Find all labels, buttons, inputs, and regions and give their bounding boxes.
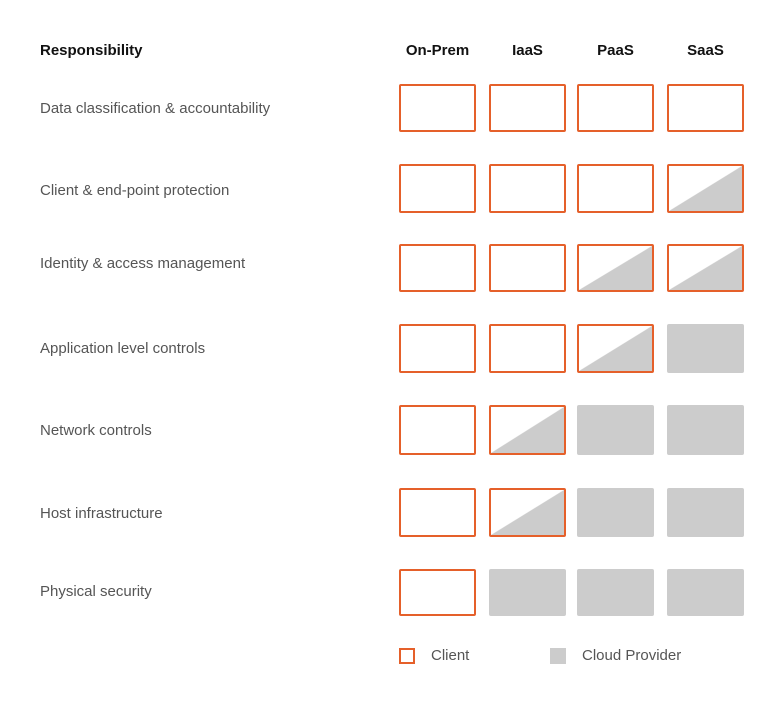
cell-iaas-client — [489, 164, 566, 213]
cell-on-prem-client — [399, 488, 476, 537]
legend-client-label: Client — [431, 647, 470, 664]
row-label: Application level controls — [40, 340, 206, 357]
cell-on-prem-client — [399, 244, 476, 292]
cell-saas-shared — [667, 164, 744, 213]
cell-paas-provider — [577, 405, 654, 455]
column-header-on-prem: On-Prem — [405, 42, 470, 59]
row-label: Data classification & accountability — [40, 100, 271, 117]
cell-paas-provider — [577, 569, 654, 616]
column-header-paas: PaaS — [597, 42, 634, 59]
cell-saas-provider — [667, 405, 744, 455]
row-label: Network controls — [40, 422, 152, 439]
cell-on-prem-client — [399, 164, 476, 213]
column-header-saas: SaaS — [687, 42, 724, 59]
cell-paas-provider — [577, 488, 654, 537]
cell-iaas-client — [489, 324, 566, 373]
row-label: Client & end-point protection — [40, 182, 230, 199]
cell-on-prem-client — [399, 405, 476, 455]
cell-saas-provider — [667, 488, 744, 537]
row-label: Identity & access management — [40, 255, 246, 272]
responsibility-header: Responsibility — [40, 42, 143, 59]
legend-provider-swatch — [550, 648, 566, 664]
cell-paas-shared — [577, 324, 654, 373]
cell-on-prem-client — [399, 84, 476, 132]
cell-on-prem-client — [399, 324, 476, 373]
cell-iaas-client — [489, 244, 566, 292]
legend-client-swatch — [399, 648, 415, 664]
row-label: Physical security — [40, 583, 152, 600]
cell-iaas-client — [489, 84, 566, 132]
cell-iaas-shared — [489, 488, 566, 537]
column-header-iaas: IaaS — [512, 42, 543, 59]
legend-provider-label: Cloud Provider — [582, 647, 682, 664]
cell-saas-shared — [667, 244, 744, 292]
cell-saas-provider — [667, 324, 744, 373]
cell-iaas-shared — [489, 405, 566, 455]
cell-on-prem-client — [399, 569, 476, 616]
cell-paas-shared — [577, 244, 654, 292]
cell-iaas-provider — [489, 569, 566, 616]
cell-paas-client — [577, 84, 654, 132]
row-label: Host infrastructure — [40, 505, 163, 522]
cell-paas-client — [577, 164, 654, 213]
cell-saas-client — [667, 84, 744, 132]
cell-saas-provider — [667, 569, 744, 616]
